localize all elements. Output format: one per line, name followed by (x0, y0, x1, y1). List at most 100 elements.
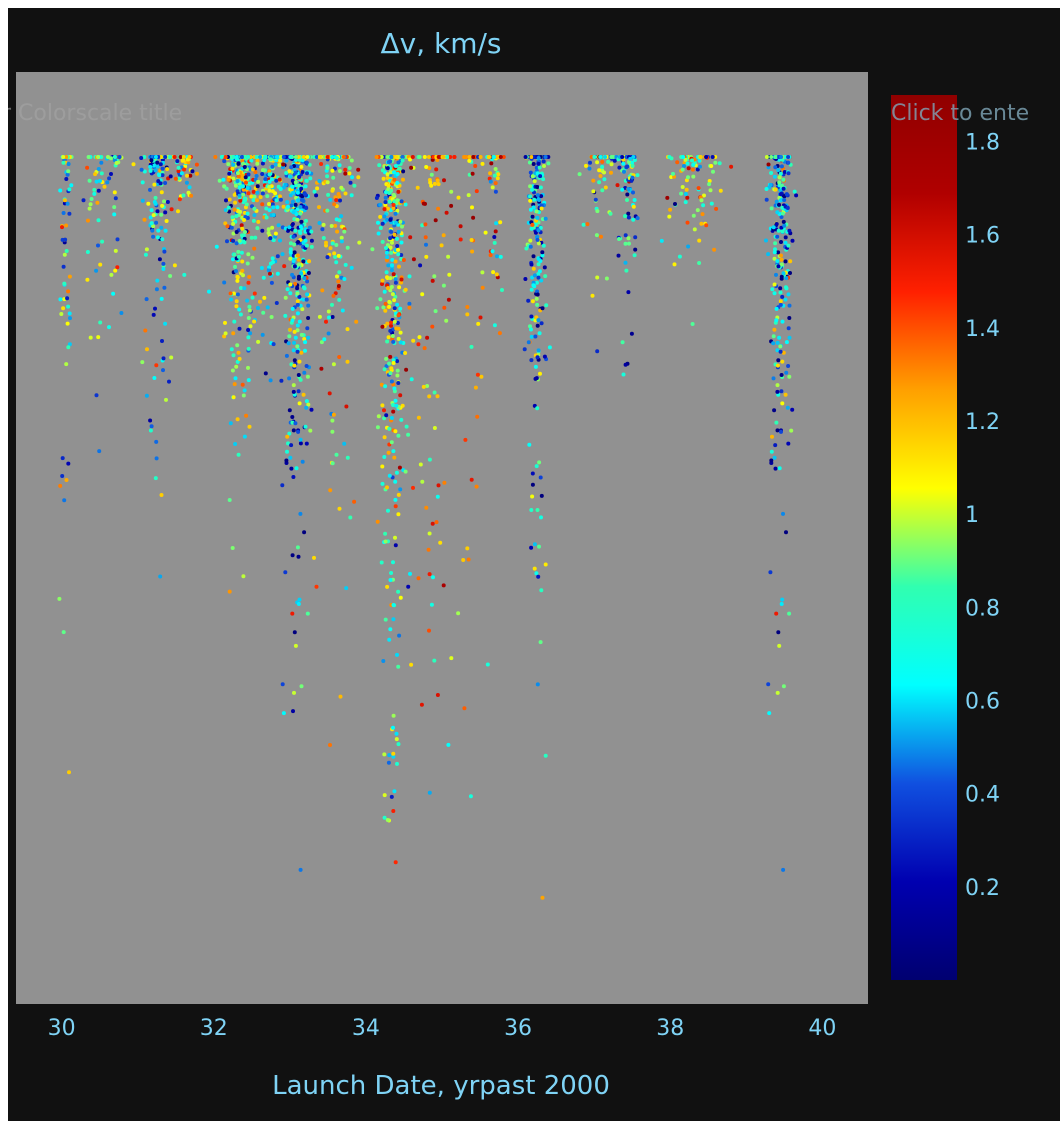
scatter-point (64, 177, 69, 181)
scatter-point (625, 164, 630, 169)
scatter-point (467, 158, 472, 163)
scatter-point (280, 225, 285, 230)
scatter-point (181, 155, 186, 159)
scatter-point (495, 254, 499, 259)
colorbar-title-placeholder-right[interactable]: Click to ente (891, 101, 1029, 126)
scatter-point (628, 156, 633, 161)
scatter-point (436, 206, 441, 211)
scatter-point (591, 178, 596, 183)
scatter-point (389, 379, 394, 384)
scatter-point (270, 256, 275, 261)
scatter-point (426, 547, 431, 552)
scatter-point (89, 197, 94, 201)
scatter-point (492, 235, 497, 239)
chart-frame: Δv, km/s r Colorscale title Click to ent… (8, 8, 1060, 1121)
scatter-point (288, 247, 293, 252)
scatter-point (772, 174, 777, 179)
scatter-point (446, 254, 451, 259)
scatter-point (241, 574, 246, 579)
scatter-point (268, 261, 273, 266)
scatter-point (779, 257, 784, 262)
scatter-point (92, 187, 97, 192)
scatter-point (161, 261, 166, 266)
scatter-point (629, 331, 634, 336)
scatter-point (602, 170, 606, 175)
scatter-point (478, 315, 483, 320)
scatter-point (253, 235, 258, 240)
x-tick-label: 32 (200, 1016, 228, 1041)
scatter-point (297, 175, 302, 179)
scatter-point (597, 168, 602, 173)
scatter-point (260, 161, 265, 166)
colorbar-tick-label: 0.2 (965, 876, 1000, 901)
scatter-point (349, 193, 354, 198)
scatter-point (239, 155, 244, 159)
scatter-point (185, 173, 189, 178)
scatter-point (401, 169, 406, 174)
colorbar-title-placeholder-left[interactable]: r Colorscale title (8, 101, 182, 126)
scatter-point (306, 303, 311, 308)
scatter-point (595, 349, 600, 354)
scatter-point (696, 186, 701, 191)
scatter-point (57, 596, 62, 601)
scatter-point (247, 274, 252, 279)
scatter-point (298, 211, 303, 216)
scatter-point (784, 340, 789, 345)
scatter-point (385, 155, 390, 159)
scatter-point (331, 293, 336, 298)
scatter-point (271, 205, 276, 210)
scatter-point (284, 458, 289, 463)
scatter-point (396, 664, 401, 669)
scatter-point (683, 157, 688, 162)
scatter-point (247, 181, 252, 186)
scatter-point (285, 287, 290, 292)
scatter-point (411, 257, 416, 262)
scatter-point (396, 336, 401, 341)
scatter-point (303, 238, 308, 243)
scatter-point (779, 240, 783, 244)
scatter-point (112, 205, 117, 210)
scatter-point (389, 366, 394, 371)
scatter-point (304, 405, 309, 410)
scatter-point (778, 299, 783, 304)
scatter-point (770, 434, 774, 439)
scatter-point (275, 271, 280, 276)
scatter-point (282, 264, 287, 269)
scatter-point (283, 570, 288, 575)
scatter-point (471, 215, 476, 220)
colorbar-tick-label: 0.8 (965, 596, 1000, 621)
scatter-point (94, 268, 99, 273)
scatter-point (773, 247, 777, 252)
scatter-point (96, 243, 100, 248)
scatter-point (384, 364, 389, 369)
scatter-point (148, 164, 153, 169)
scatter-point (66, 345, 71, 350)
scatter-point (488, 171, 493, 176)
scatter-point (176, 176, 181, 181)
scatter-point (330, 429, 335, 434)
scatter-point (537, 165, 542, 170)
scatter-point (393, 504, 398, 509)
scatter-point (223, 221, 228, 226)
scatter-point (276, 223, 281, 228)
scatter-point (391, 272, 396, 277)
scatter-point (309, 244, 314, 249)
scatter-point (775, 348, 780, 353)
scatter-point (291, 348, 296, 353)
scatter-point (382, 214, 387, 219)
scatter-point (532, 542, 537, 547)
scatter-point (456, 195, 461, 200)
scatter-point (304, 218, 308, 223)
scatter-point (591, 189, 596, 194)
scatter-point (408, 571, 412, 576)
scatter-point (237, 193, 242, 198)
scatter-point (776, 250, 781, 255)
scatter-point (258, 299, 262, 304)
scatter-point (299, 684, 304, 689)
scatter-point (331, 412, 336, 417)
scatter-point (280, 252, 285, 257)
scatter-point (538, 174, 543, 179)
scatter-point (623, 214, 627, 219)
scatter-point (240, 233, 244, 238)
scatter-point (624, 268, 629, 273)
